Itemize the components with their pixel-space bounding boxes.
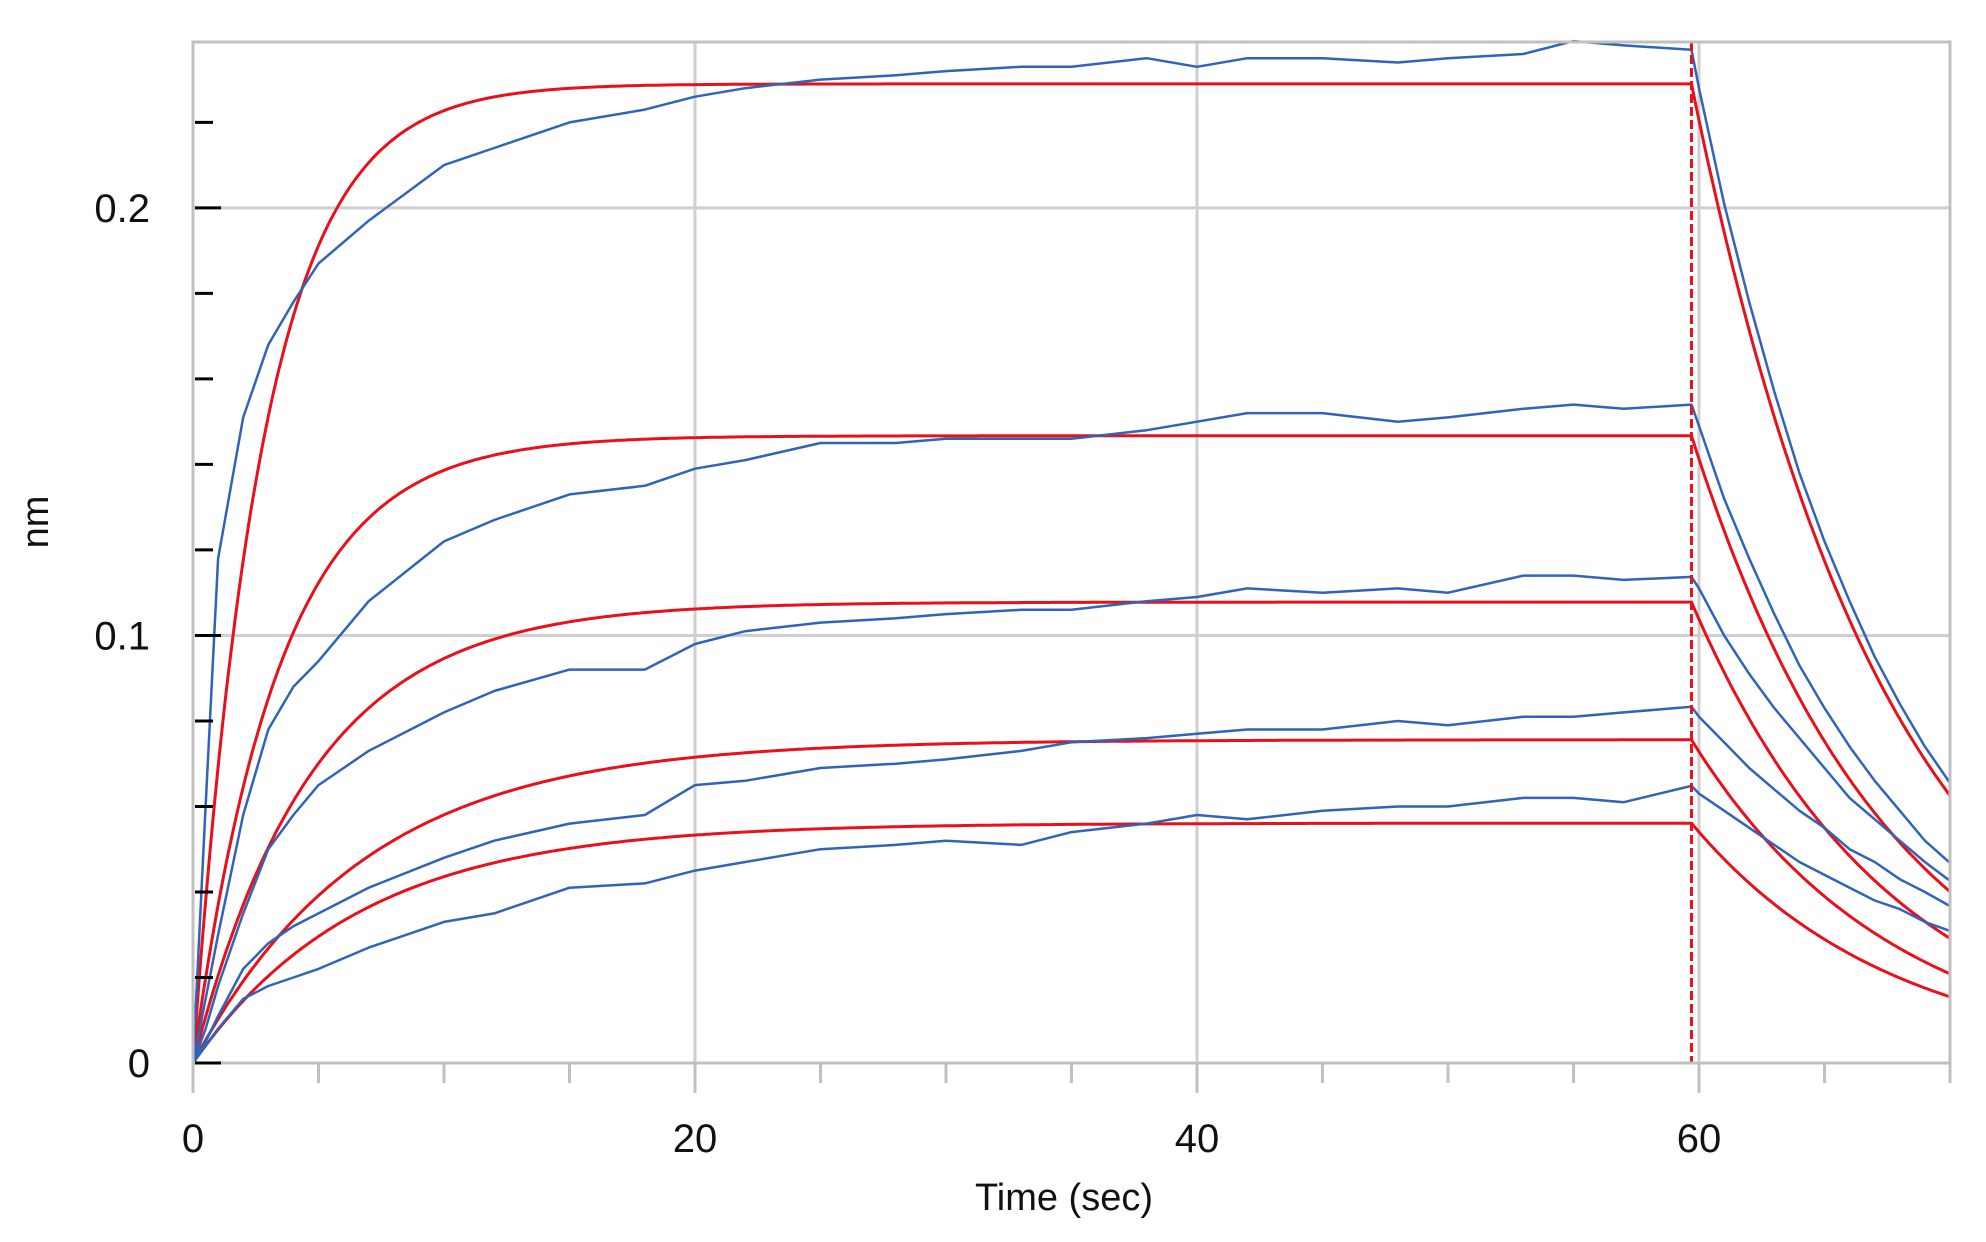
data-curve-5 [191, 784, 1951, 1064]
x-tick-label: 20 [673, 1117, 718, 1161]
fit-curve-3 [191, 600, 1951, 1064]
data-curve-1 [191, 39, 1952, 1064]
fit-curves [191, 82, 1952, 1064]
x-tick-label: 0 [182, 1117, 204, 1161]
data-curve-4 [191, 705, 1951, 1064]
gridlines [193, 42, 1950, 1063]
fit-curve-1 [191, 82, 1952, 1064]
fit-curve-5 [191, 821, 1951, 1064]
y-tick-label: 0 [128, 1042, 150, 1086]
y-tick-label: 0.1 [94, 614, 150, 658]
axis-ticks [191, 120, 1952, 1093]
tick-labels: 0 20 40 60 0 0.1 0.2 [94, 187, 1721, 1161]
measured-curves [191, 39, 1952, 1064]
x-tick-label: 60 [1677, 1117, 1722, 1161]
fit-curve-2 [191, 434, 1951, 1064]
y-axis-title: nm [15, 496, 57, 549]
plot-frame [191, 40, 1952, 1065]
data-curve-3 [191, 574, 1951, 1064]
x-axis-title: Time (sec) [975, 1177, 1153, 1219]
x-tick-label: 40 [1175, 1117, 1220, 1161]
y-tick-label: 0.2 [94, 187, 150, 231]
plot-border [191, 40, 1952, 1065]
data-curve-2 [191, 403, 1951, 1064]
